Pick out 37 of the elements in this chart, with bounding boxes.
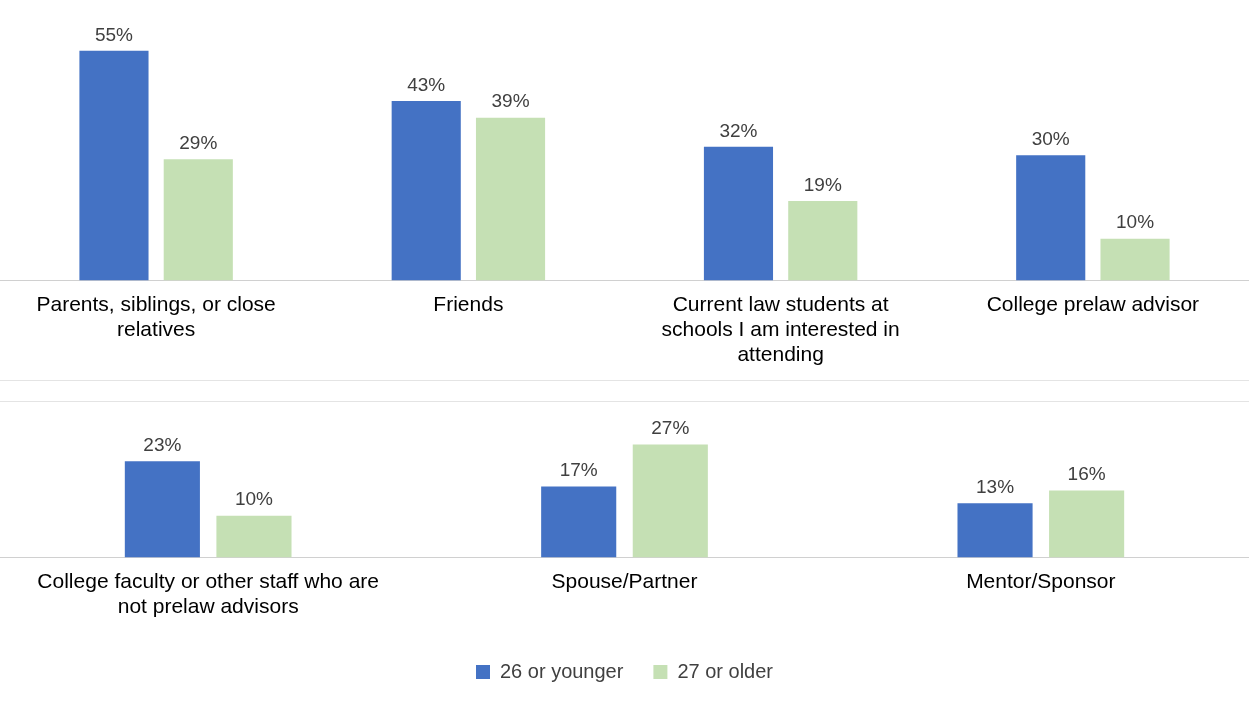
bar [788, 201, 858, 281]
bar [216, 515, 292, 558]
bar [1016, 155, 1086, 281]
data-label: 29% [179, 132, 218, 154]
bar [632, 444, 708, 558]
x-tick-label: College faculty or other staff who are not prelaw advisors [37, 569, 379, 618]
x-tick-label: Spouse/Partner [551, 569, 698, 592]
data-label: 55% [94, 23, 134, 45]
bar [79, 50, 149, 281]
data-label: 23% [143, 434, 182, 456]
data-label: 39% [491, 90, 530, 112]
data-label: 27% [651, 417, 690, 439]
data-label: 43% [407, 73, 446, 95]
data-label: 16% [1067, 463, 1106, 485]
x-tick-label: Parents, siblings, or close relatives [36, 291, 276, 340]
data-label: 10% [234, 488, 274, 510]
bar [124, 461, 200, 558]
bar [475, 117, 546, 281]
x-tick-label: College prelaw advisor [986, 291, 1200, 315]
data-label: 17% [559, 459, 598, 481]
legend-label: 27 or older [677, 659, 774, 682]
bar [703, 146, 774, 281]
bar [541, 486, 617, 558]
data-label: 32% [719, 119, 758, 141]
x-tick-label: Mentor/Sponsor [966, 569, 1116, 592]
data-label: 13% [976, 475, 1015, 497]
bar [957, 503, 1033, 558]
bar [163, 159, 233, 281]
x-tick-label: Current law students at schools I am interested in attending [661, 291, 900, 366]
legend-label: 26 or younger [499, 659, 624, 682]
data-label: 19% [803, 173, 842, 195]
bar [1049, 490, 1125, 558]
bar [391, 100, 461, 281]
data-label: 10% [1116, 211, 1155, 233]
x-tick-label: Friends [433, 291, 504, 315]
bar [1100, 238, 1170, 281]
data-label: 30% [1031, 127, 1070, 149]
